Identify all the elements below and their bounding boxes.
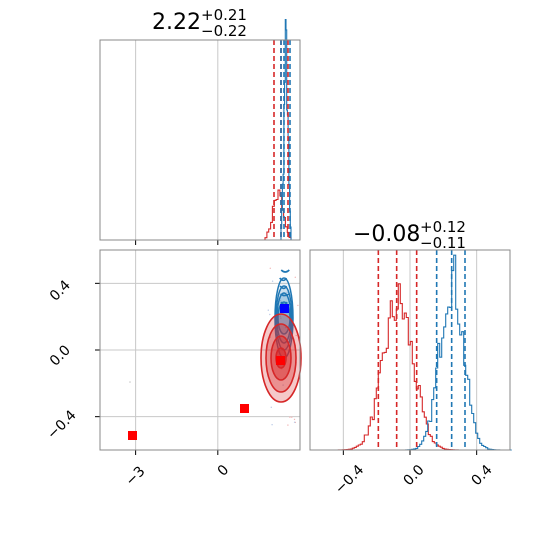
scatter-dot [269,267,271,269]
scatter-dot [279,300,282,302]
scatter-dot [280,317,282,319]
scatter-dot [289,416,291,418]
marker-red-0 [276,356,285,365]
scatter-dot [129,381,131,383]
top-panel-bg [100,40,300,240]
top-panel-border [99,39,301,241]
contour-blue-edge [279,293,290,297]
scatter-dot [284,326,287,329]
scatter-dot [297,304,299,307]
scatter-dot [291,416,293,418]
scatter-dot [293,421,296,423]
histogram-panel-param2 [309,249,512,455]
marker-blue [280,304,289,313]
title-param2-plus: +0.12 [420,218,466,236]
title-param1: 2.22 +0.21 −0.22 [152,8,247,39]
bl-panel-border [99,249,301,451]
scatter-dot [270,406,272,408]
contour-blue-edge [280,269,290,273]
title-param2-minus: −0.11 [420,234,466,252]
histogram-panel-param1 [99,18,301,245]
title-param2: −0.08 +0.12 −0.11 [353,220,466,251]
title-param1-minus: −0.22 [201,22,247,40]
title-param2-median: −0.08 [353,222,421,247]
scatter-dot [279,315,281,317]
scatter-dot [294,276,296,278]
scatter-dot [293,418,296,421]
br-panel-border [309,249,511,451]
hist-br-blue [391,254,512,451]
hist-br-red [337,283,459,451]
scatter-dot [282,384,284,386]
scatter-dot [286,291,288,294]
contour-panel-param1-param2 [95,249,302,455]
scatter-dot [271,424,273,426]
scatter-dot [271,280,274,282]
scatter-dot [287,424,289,426]
scatter-dot [267,309,269,311]
title-param1-median: 2.22 [152,10,201,35]
scatter-dot [295,334,297,337]
marker-red-2 [128,431,137,440]
contour-blue-edge [279,285,288,290]
contour-blue-edge [279,277,288,282]
scatter-dot [269,313,271,316]
marker-red-1 [240,404,249,413]
title-param1-plus: +0.21 [201,6,247,24]
